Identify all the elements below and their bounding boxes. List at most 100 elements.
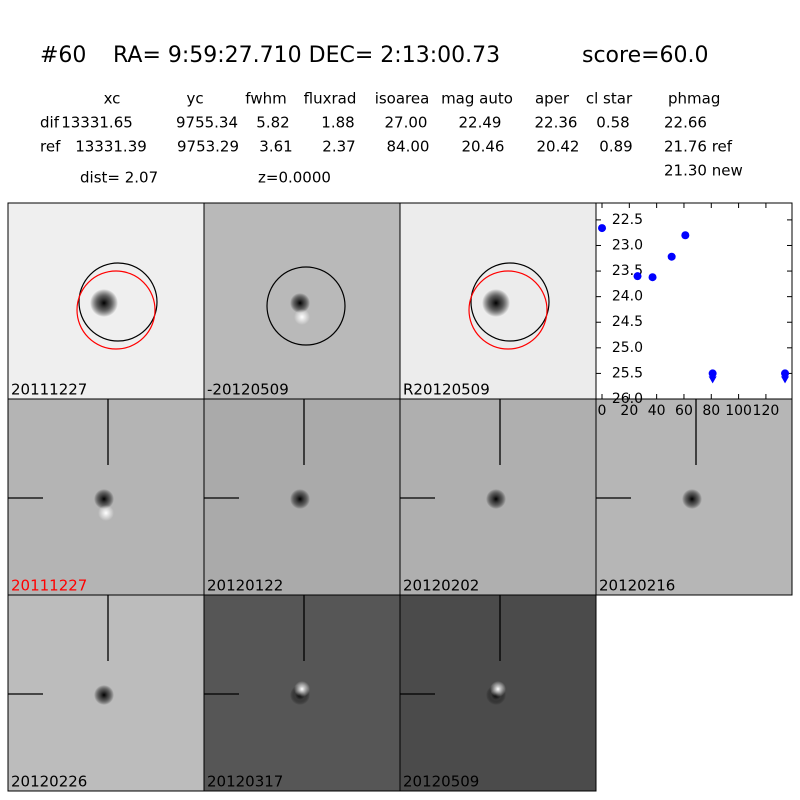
coordinates: RA= 9:59:27.710 DEC= 2:13:00.73: [113, 43, 500, 68]
panel-label: 20120226: [11, 773, 87, 791]
data-point: [648, 273, 657, 282]
data-point: [708, 369, 717, 378]
ref-circle: [266, 266, 346, 346]
residual: [294, 309, 310, 325]
x-tick-label: 40: [648, 403, 666, 419]
data-point: [633, 272, 642, 281]
column-header: fwhm: [245, 90, 286, 108]
residual: [294, 681, 310, 697]
ref-circle: [470, 262, 550, 342]
residual: [98, 505, 114, 521]
source: [90, 289, 118, 317]
upper-limit: [708, 376, 717, 384]
table-cell: 9755.34: [176, 114, 238, 132]
table-cell: 13331.65: [61, 114, 133, 132]
redshift: z=0.0000: [258, 169, 331, 187]
table-cell: 22.66: [664, 114, 707, 132]
image-panel: R20120509: [399, 202, 597, 400]
column-header: aper: [535, 90, 570, 108]
column-header: yc: [186, 90, 203, 108]
source: [94, 685, 114, 705]
column-header: xc: [104, 90, 121, 108]
data-point: [681, 231, 690, 240]
panel-label: 20120202: [403, 577, 479, 595]
image-panel: 20120317: [203, 594, 401, 792]
new-circle: [468, 270, 548, 350]
x-tick-label: 120: [753, 403, 780, 419]
residual: [490, 681, 506, 697]
y-tick-label: 24.5: [612, 314, 643, 330]
table-cell: 0.89: [599, 138, 632, 156]
row-label: ref: [40, 138, 61, 156]
row-label: dif: [40, 114, 60, 132]
plot-area: [595, 202, 793, 400]
table-cell: 2.37: [322, 138, 355, 156]
table-cell: 27.00: [385, 114, 428, 132]
image-panel: 20120216: [595, 398, 793, 596]
table-cell: 84.00: [387, 138, 430, 156]
table-cell: 5.82: [256, 114, 289, 132]
image-panel: 20111227: [7, 202, 205, 400]
x-tick-label: 80: [702, 403, 720, 419]
y-tick-label: 25.5: [612, 365, 643, 381]
image-panel: 20120122: [203, 398, 401, 596]
image-panel: 20111227: [7, 398, 205, 596]
source: [290, 489, 310, 509]
panel-label: 20111227: [11, 381, 87, 399]
panel-label: 20111227: [11, 577, 87, 595]
image-panel: 20120509: [399, 594, 597, 792]
column-header: isoarea: [375, 90, 430, 108]
new-circle: [76, 270, 156, 350]
image-panel: 20120202: [399, 398, 597, 596]
y-tick-label: 26.0: [612, 391, 643, 407]
table-cell: 22.49: [459, 114, 502, 132]
source: [486, 489, 506, 509]
ref-circle: [78, 262, 158, 342]
candidate-id: #60: [40, 43, 86, 68]
x-tick-label: 20: [620, 403, 638, 419]
x-tick-label: 0: [598, 403, 607, 419]
column-header: fluxrad: [304, 90, 357, 108]
x-tick-label: 60: [675, 403, 693, 419]
table-cell: 22.36: [535, 114, 578, 132]
light-curve: 22.523.023.524.024.525.025.526.00 20 40 60 8…: [595, 202, 793, 419]
image-panel: 20120226: [7, 594, 205, 792]
panel-label: 20120216: [599, 577, 675, 595]
upper-limit: [781, 376, 790, 384]
data-point: [667, 252, 676, 261]
table-cell: 21.76 ref: [664, 138, 733, 156]
panel-label: R20120509: [403, 381, 490, 399]
panel-label: 20120122: [207, 577, 283, 595]
y-tick-label: 24.0: [612, 289, 643, 305]
panel-label: -20120509: [207, 381, 289, 399]
column-header: mag auto: [441, 90, 513, 108]
new-mag: 21.30 new: [664, 162, 743, 180]
column-header: cl star: [586, 90, 633, 108]
x-tick-label: 100: [725, 403, 752, 419]
data-point: [598, 224, 607, 233]
column-header: phmag: [668, 90, 720, 108]
source: [682, 489, 702, 509]
distance: dist= 2.07: [80, 169, 158, 187]
panel-label: 20120509: [403, 773, 479, 791]
image-panel: -20120509: [203, 202, 401, 400]
source: [290, 293, 310, 313]
y-tick-label: 25.0: [612, 340, 643, 356]
table-cell: 1.88: [321, 114, 354, 132]
y-tick-label: 22.5: [612, 212, 643, 228]
table-cell: 0.58: [596, 114, 629, 132]
table-cell: 9753.29: [177, 138, 239, 156]
source: [94, 489, 114, 509]
table-cell: 20.42: [537, 138, 580, 156]
table-cell: 13331.39: [75, 138, 147, 156]
table-cell: 3.61: [259, 138, 292, 156]
data-point: [781, 369, 790, 378]
table-cell: 20.46: [462, 138, 505, 156]
source: [482, 289, 510, 317]
y-tick-label: 23.0: [612, 237, 643, 253]
score: score=60.0: [582, 43, 709, 68]
panel-label: 20120317: [207, 773, 283, 791]
table: xc yc fwhm fluxrad isoarea mag auto aper cl sta…: [40, 90, 743, 180]
